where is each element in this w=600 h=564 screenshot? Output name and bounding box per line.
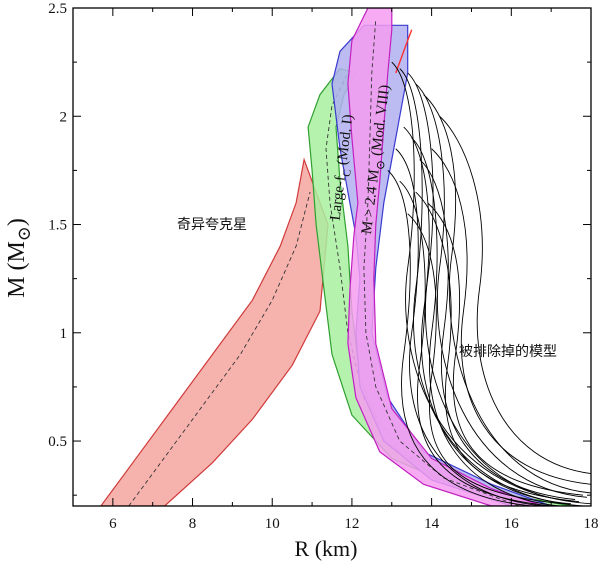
excluded-model-curves (387, 61, 591, 506)
x-tick-label: 10 (265, 516, 280, 532)
excluded-curve-0 (391, 61, 591, 505)
y-tick-label: 2.5 (48, 1, 67, 17)
plot-frame (72, 7, 592, 507)
excluded-curve-14 (439, 115, 591, 474)
large-fc-annotation: Large-fC (Mod. I) (328, 114, 361, 222)
excluded-curve-8 (419, 159, 576, 500)
y-axis-label: M (M⊙) (4, 218, 34, 298)
excluded-curve-11 (399, 180, 552, 506)
band-3 (347, 8, 544, 506)
excluded-curve-6 (411, 137, 560, 506)
band-0 (100, 157, 329, 506)
band-center-3 (363, 18, 520, 506)
x-axis-ticks: 6 8 10 12 14 16 18 (72, 8, 599, 532)
y-tick-label: 1.5 (48, 218, 67, 234)
excluded-curve-2 (407, 72, 576, 503)
excluded-curve-7 (395, 148, 544, 506)
excluded-curve-9 (387, 170, 532, 506)
excluded-curve-13 (407, 213, 564, 505)
excluded-curve-12 (427, 202, 584, 496)
strange-star-label: 奇异夸克星 (177, 216, 247, 233)
excluded-curve-3 (415, 83, 588, 498)
y-tick-label: 1 (60, 326, 68, 342)
excluded-curve-15 (415, 191, 580, 503)
svg-text:Large-fC (Mod. I): Large-fC (Mod. I) (328, 114, 361, 222)
band-center-0 (128, 191, 311, 506)
band-edge-4 (395, 29, 413, 74)
excluded-models-label: 被排除掉的模型 (459, 344, 557, 360)
svg-text:M (M⊙): M (M⊙) (4, 218, 34, 298)
y-tick-label: 0.5 (48, 434, 67, 450)
x-axis-label: R (km) (295, 536, 358, 561)
x-tick-label: 12 (344, 516, 359, 532)
excluded-curve-1 (399, 68, 584, 506)
x-tick-label: 8 (189, 516, 197, 532)
y-tick-label: 2 (60, 109, 68, 125)
eos-bands (100, 8, 572, 506)
y-axis-ticks: 0.5 1 1.5 2 2.5 (48, 1, 591, 496)
x-tick-label: 6 (109, 516, 117, 532)
excluded-curve-4 (423, 94, 591, 494)
excluded-curve-10 (431, 148, 591, 485)
x-tick-label: 18 (584, 516, 599, 532)
x-tick-label: 14 (424, 516, 440, 532)
x-tick-label: 16 (504, 516, 520, 532)
